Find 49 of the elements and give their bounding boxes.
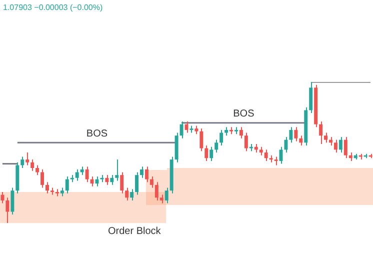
candlestick [36, 164, 40, 176]
candlestick [174, 132, 178, 163]
candlestick [20, 156, 24, 169]
candlestick [200, 128, 204, 152]
candlestick [130, 188, 134, 201]
candlestick [140, 166, 144, 178]
candlestick [239, 126, 243, 139]
text: Order Block [108, 226, 161, 237]
candlestick [144, 166, 148, 183]
candlestick [284, 136, 288, 153]
series-label: BOS [233, 108, 255, 120]
candlestick [154, 182, 158, 201]
candlestick [164, 187, 168, 204]
candlestick [135, 172, 139, 196]
candlestick [334, 139, 338, 153]
candlestick [220, 129, 224, 146]
candlestick [115, 159, 119, 182]
series-label: BOS [86, 128, 108, 140]
candlestick [125, 187, 129, 201]
candlestick [324, 132, 328, 144]
text: 1.07903 −0.00003 (−0.00%) [3, 3, 103, 12]
candlestick [85, 166, 89, 183]
candlestick [338, 136, 342, 153]
candlestick [120, 172, 124, 194]
candlestick [214, 139, 218, 153]
candlestick [6, 197, 10, 224]
candlestick [26, 152, 30, 166]
candlestick [289, 126, 293, 144]
candlestick [95, 176, 99, 187]
candlestick [204, 144, 208, 162]
candlestick [0, 191, 4, 204]
candlestick [46, 182, 49, 194]
candlestick [210, 146, 214, 162]
candlestick [110, 174, 114, 186]
candlestick [30, 159, 34, 172]
candlestick [244, 132, 248, 152]
candlestick [105, 174, 109, 186]
candlestick [10, 187, 14, 216]
candlestick [150, 176, 154, 188]
candlestick [65, 176, 69, 194]
candlestick [75, 168, 79, 182]
candlestick [309, 82, 313, 114]
candlestick [344, 136, 348, 159]
candlestick [180, 120, 184, 139]
candlestick [264, 149, 268, 162]
candlestick [319, 120, 323, 145]
candlestick [40, 168, 44, 188]
candlestick [294, 126, 298, 142]
candlestick [299, 135, 303, 146]
